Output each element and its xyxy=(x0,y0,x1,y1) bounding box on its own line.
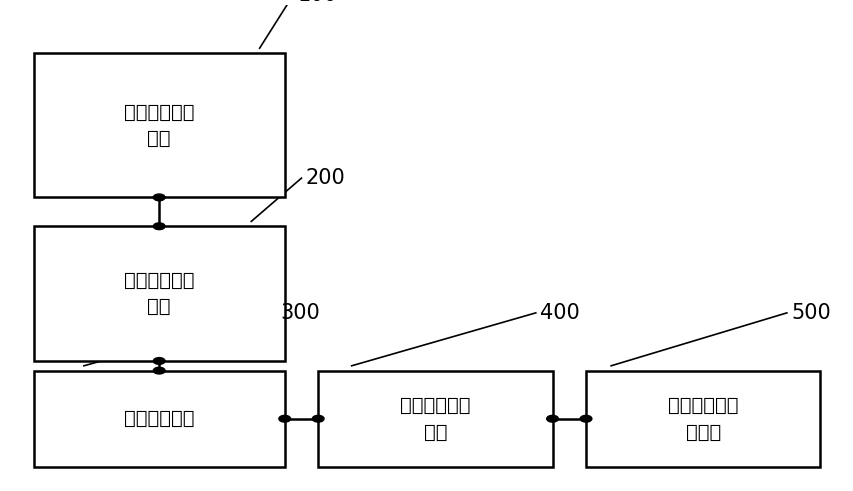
Text: 100: 100 xyxy=(297,0,337,5)
Text: 调节裕度获取
模块: 调节裕度获取 模块 xyxy=(124,271,194,316)
Circle shape xyxy=(154,367,165,374)
Text: 调峰指令模块: 调峰指令模块 xyxy=(124,409,194,428)
Text: 充电桩功率调
整模块: 充电桩功率调 整模块 xyxy=(667,396,738,441)
Bar xyxy=(33,371,284,467)
Bar xyxy=(318,371,552,467)
Circle shape xyxy=(154,194,165,201)
Text: 调峰需求获取
模块: 调峰需求获取 模块 xyxy=(124,103,194,148)
Bar xyxy=(585,371,820,467)
Text: 功率调整输出
模块: 功率调整输出 模块 xyxy=(400,396,470,441)
Text: 200: 200 xyxy=(305,168,345,188)
Circle shape xyxy=(579,415,591,422)
Circle shape xyxy=(312,415,323,422)
Text: 500: 500 xyxy=(790,303,830,323)
Text: 300: 300 xyxy=(281,303,320,323)
Circle shape xyxy=(279,415,290,422)
Circle shape xyxy=(546,415,558,422)
Bar xyxy=(33,53,284,197)
Bar xyxy=(33,226,284,361)
Circle shape xyxy=(154,357,165,364)
Circle shape xyxy=(154,223,165,230)
Text: 400: 400 xyxy=(539,303,579,323)
